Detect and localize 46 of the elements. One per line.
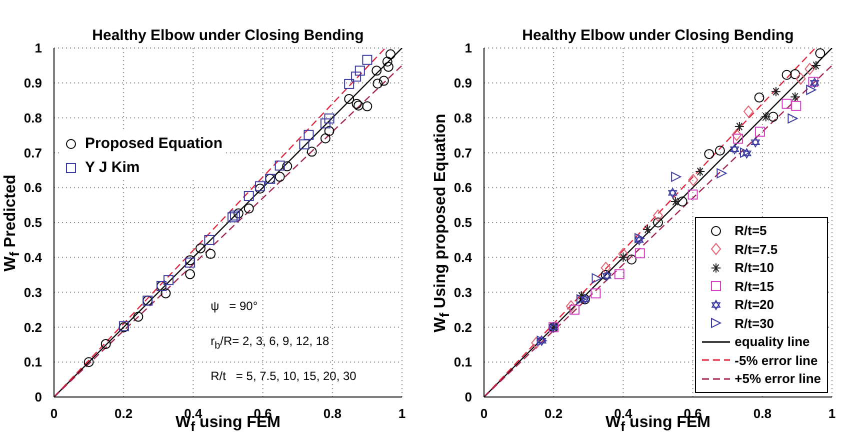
y-tick-label: 1 [464,40,472,56]
y-tick-label: 0.1 [24,354,42,370]
y-tick-label: 0.5 [24,215,42,230]
legend-label: -5% error line [734,352,818,368]
legend-label: R/t=15 [734,278,774,294]
x-tick-label: 1 [398,406,406,422]
y-tick-label: 0.6 [454,180,472,196]
y-tick-label: 0.7 [24,145,42,160]
chart-title: Healthy Elbow under Closing Bending [521,27,795,44]
y-tick-label: 0.9 [24,76,42,91]
y-tick-label: 0.8 [24,110,42,126]
x-tick-label: 0.8 [753,406,772,422]
legend-label: Y J Kim [85,159,140,176]
legend-label: R/t=5 [734,223,767,238]
y-tick-label: 0.8 [454,110,472,126]
x-tick-label: 0.2 [114,406,133,422]
y-tick-label: 0 [464,390,472,405]
y-tick-label: 0.2 [454,320,472,335]
y-tick-label: 1 [34,40,42,56]
legend-label: R/t=20 [734,297,774,312]
x-tick-label: 1 [828,406,836,422]
annotation: ψ = 90° [210,299,258,314]
y-tick-label: 0.4 [24,250,43,266]
chart-title: Healthy Elbow under Closing Bending [91,27,365,44]
x-tick-label: 0 [50,406,58,422]
legend-label: R/t=30 [734,316,774,331]
legend-label: +5% error line [734,371,821,386]
y-tick-label: 0.2 [24,320,42,335]
y-tick-label: 0.6 [24,180,42,196]
y-tick-label: 0.3 [454,284,472,300]
y-tick-label: 0.5 [454,215,472,230]
y-tick-label: 0.3 [24,284,42,300]
annotation: R/t = 5, 7.5, 10, 15, 20, 30 [210,369,356,384]
x-tick-label: 0.8 [323,406,342,422]
y-tick-label: 0.4 [454,250,473,266]
y-tick-label: 0 [34,390,42,405]
x-tick-label: 0.2 [544,406,563,422]
y-tick-label: 0.9 [454,76,472,91]
legend-label: R/t=7.5 [734,242,778,257]
annotation: r$_{b}$/R= 2, 3, 6, 9, 12, 18 [210,334,330,352]
legend-label: Proposed Equation [85,135,223,152]
y-tick-label: 0.1 [454,354,472,370]
legend-label: equality line [734,334,810,350]
legend-label: R/t=10 [734,260,774,276]
x-tick-label: 0 [480,406,488,422]
y-tick-label: 0.7 [454,145,472,160]
